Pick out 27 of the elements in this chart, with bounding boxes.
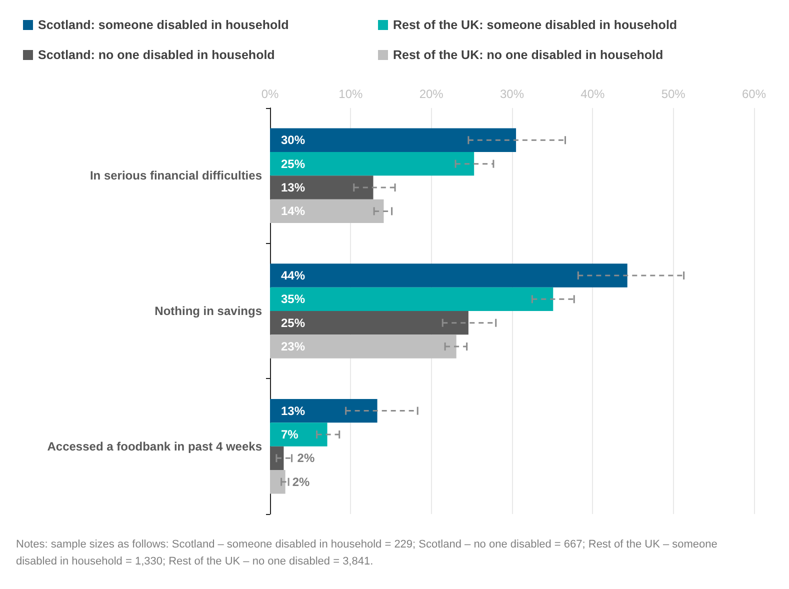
legend-label: Scotland: no one disabled in household <box>38 48 275 62</box>
x-tick-label: 0% <box>261 87 279 101</box>
legend-label: Rest of the UK: someone disabled in household <box>393 18 678 32</box>
data-label: 35% <box>281 292 306 306</box>
text: Notes: sample sizes as follows: Scotland – someone disabled in household = 229; Scotland – no one disabled = 667; Rest of the UK – someone disabled in household = 1,330; Rest of the UK – no one disabled = 3,841. <box>16 538 720 568</box>
data-label: 2% <box>292 474 310 489</box>
legend-label: Rest of the UK: no one disabled in household <box>393 48 664 62</box>
data-label: 25% <box>281 316 306 330</box>
data-label: 13% <box>281 404 306 418</box>
x-tick-label: 60% <box>742 87 766 101</box>
legend-label: Scotland: someone disabled in household <box>38 18 289 32</box>
data-label: 25% <box>281 156 306 171</box>
x-tick-label: 40% <box>580 87 605 101</box>
x-tick-label: 50% <box>661 87 686 101</box>
data-label: 44% <box>281 268 306 282</box>
data-label: 30% <box>281 133 306 148</box>
data-label: 23% <box>281 340 306 354</box>
y-tick-label: Accessed a foodbank in past 4 weeks <box>47 439 262 454</box>
y-tick-label: In serious financial difficulties <box>90 168 262 183</box>
data-label: 13% <box>281 180 306 195</box>
x-tick-label: 10% <box>338 87 363 101</box>
x-tick-label: 30% <box>500 87 524 101</box>
data-label: 7% <box>281 427 299 442</box>
data-label: 14% <box>281 204 306 218</box>
x-tick-label: 20% <box>419 87 444 101</box>
data-label: 2% <box>297 451 315 466</box>
y-tick-label: Nothing in savings <box>154 304 262 318</box>
